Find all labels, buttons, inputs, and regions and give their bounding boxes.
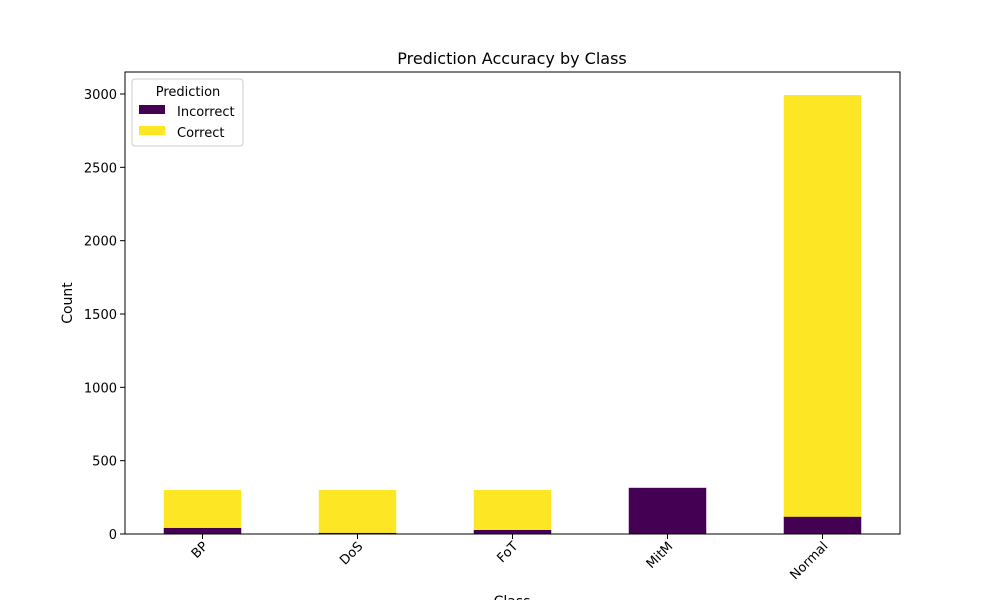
x-tick-label-dos: DoS xyxy=(337,539,366,568)
x-axis: BP DoS FoT MitM Normal xyxy=(189,534,831,583)
legend-label-incorrect: Incorrect xyxy=(177,105,235,120)
x-tick-label-normal: Normal xyxy=(787,539,831,583)
bar-incorrect-bp xyxy=(163,527,242,534)
y-tick-label-3000: 3000 xyxy=(84,88,117,103)
legend: Prediction Incorrect Correct xyxy=(131,78,244,147)
bar-correct-normal xyxy=(783,95,862,517)
y-tick-label-0: 0 xyxy=(109,528,117,543)
y-tick-label-500: 500 xyxy=(92,455,117,470)
bars-layer xyxy=(163,95,862,534)
y-axis-label: Count xyxy=(60,282,76,324)
legend-title: Prediction xyxy=(156,85,221,100)
y-tick-label-2000: 2000 xyxy=(84,235,117,250)
y-tick-label-1500: 1500 xyxy=(84,308,117,323)
x-axis-label: Class xyxy=(494,594,531,600)
bar-incorrect-dos xyxy=(318,532,397,534)
bar-incorrect-normal xyxy=(783,516,862,534)
bar-incorrect-fot xyxy=(473,529,552,534)
plot-frame xyxy=(124,71,901,535)
legend-label-correct: Correct xyxy=(177,126,224,141)
bar-correct-fot xyxy=(473,490,552,530)
bar-correct-dos xyxy=(318,490,397,533)
legend-swatch-incorrect xyxy=(139,105,165,114)
chart-title: Prediction Accuracy by Class xyxy=(397,49,627,68)
legend-swatch-correct xyxy=(139,126,165,135)
y-axis: 0 500 1000 1500 2000 2500 3000 xyxy=(84,88,125,543)
x-tick-label-bp: BP xyxy=(189,539,212,562)
bar-incorrect-mitm xyxy=(628,487,707,534)
y-tick-label-2500: 2500 xyxy=(84,161,117,176)
y-tick-label-1000: 1000 xyxy=(84,381,117,396)
x-tick-label-fot: FoT xyxy=(495,539,522,566)
x-tick-label-mitm: MitM xyxy=(644,539,677,572)
bar-correct-bp xyxy=(163,490,242,528)
